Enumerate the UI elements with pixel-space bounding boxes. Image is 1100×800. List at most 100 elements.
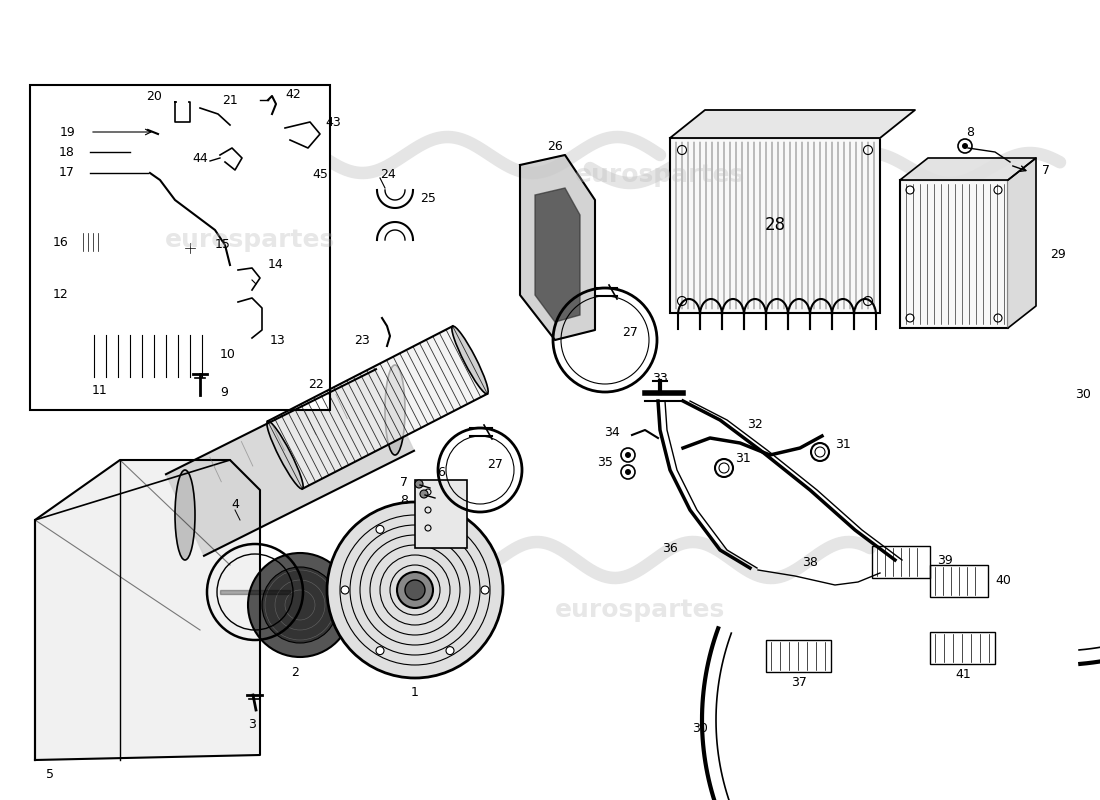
Text: 16: 16 (53, 235, 68, 249)
Text: 24: 24 (379, 169, 396, 182)
Ellipse shape (175, 470, 195, 560)
Text: 4: 4 (231, 498, 239, 511)
Text: 36: 36 (662, 542, 678, 554)
Circle shape (148, 168, 158, 178)
Text: 6: 6 (437, 466, 444, 478)
Polygon shape (166, 370, 414, 556)
Text: 31: 31 (735, 451, 750, 465)
Circle shape (864, 297, 872, 306)
Circle shape (962, 143, 968, 149)
Text: 5: 5 (46, 769, 54, 782)
Bar (78, 233, 100, 251)
Text: 8: 8 (400, 494, 408, 506)
Text: 39: 39 (937, 554, 953, 567)
Ellipse shape (267, 421, 304, 489)
Text: 45: 45 (312, 169, 328, 182)
Text: 8: 8 (966, 126, 974, 139)
Circle shape (262, 567, 338, 643)
Bar (87, 281, 207, 295)
Text: 30: 30 (1075, 389, 1091, 402)
Text: 23: 23 (354, 334, 370, 346)
Bar (415, 480, 468, 548)
Text: eurospartes: eurospartes (575, 163, 745, 187)
Bar (104, 281, 130, 295)
Text: 13: 13 (270, 334, 286, 346)
Text: 41: 41 (955, 667, 971, 681)
Circle shape (376, 526, 384, 534)
Circle shape (994, 314, 1002, 322)
Text: 43: 43 (324, 115, 341, 129)
Text: 3: 3 (249, 718, 256, 731)
Text: 2: 2 (292, 666, 299, 678)
Text: 25: 25 (420, 191, 436, 205)
Text: 1: 1 (411, 686, 419, 698)
Circle shape (302, 165, 308, 171)
Polygon shape (900, 158, 1036, 180)
Text: 7: 7 (400, 477, 408, 490)
Bar (670, 138, 880, 313)
Text: eurospartes: eurospartes (554, 598, 725, 622)
Polygon shape (35, 460, 260, 760)
Text: 29: 29 (1050, 247, 1066, 261)
Text: 42: 42 (285, 89, 300, 102)
Bar (60, 335, 90, 377)
Text: 27: 27 (623, 326, 638, 338)
Circle shape (625, 469, 631, 475)
Text: 20: 20 (146, 90, 162, 103)
Text: 33: 33 (652, 371, 668, 385)
Circle shape (906, 314, 914, 322)
Circle shape (678, 146, 686, 154)
Text: 12: 12 (53, 287, 68, 301)
Text: 9: 9 (220, 386, 228, 399)
Circle shape (327, 502, 503, 678)
Text: 11: 11 (92, 383, 108, 397)
Text: 30: 30 (692, 722, 708, 734)
Text: 38: 38 (802, 557, 818, 570)
Circle shape (994, 186, 1002, 194)
Circle shape (481, 586, 490, 594)
Circle shape (376, 646, 384, 654)
Circle shape (415, 480, 424, 488)
Bar (766, 640, 830, 672)
Circle shape (625, 452, 631, 458)
Text: 10: 10 (220, 349, 235, 362)
Circle shape (678, 297, 686, 306)
Text: eurospartes: eurospartes (165, 228, 336, 252)
Bar (30, 85, 330, 410)
Circle shape (138, 150, 142, 154)
Text: 17: 17 (59, 166, 75, 179)
Text: 22: 22 (308, 378, 323, 391)
Polygon shape (535, 188, 580, 322)
Bar (80, 275, 228, 313)
Circle shape (341, 586, 349, 594)
Text: 27: 27 (487, 458, 503, 471)
Polygon shape (670, 110, 915, 138)
Bar (60, 335, 210, 377)
Text: 18: 18 (59, 146, 75, 158)
Circle shape (446, 646, 454, 654)
Text: 44: 44 (192, 151, 208, 165)
Text: 32: 32 (747, 418, 763, 431)
Bar (930, 632, 996, 664)
Text: 37: 37 (791, 675, 807, 689)
Circle shape (446, 526, 454, 534)
Text: 19: 19 (59, 126, 75, 138)
Polygon shape (267, 326, 487, 489)
Circle shape (906, 186, 914, 194)
Circle shape (405, 580, 425, 600)
Polygon shape (520, 155, 595, 340)
Text: 26: 26 (547, 141, 563, 154)
Ellipse shape (385, 365, 405, 455)
Text: 21: 21 (222, 94, 238, 106)
Circle shape (397, 572, 433, 608)
Ellipse shape (452, 326, 488, 394)
Circle shape (420, 490, 428, 498)
Text: 15: 15 (214, 238, 231, 250)
Bar (900, 180, 1008, 328)
Polygon shape (1008, 158, 1036, 328)
Bar (930, 565, 988, 597)
Text: 14: 14 (268, 258, 284, 271)
Polygon shape (175, 102, 190, 122)
Text: 28: 28 (764, 216, 785, 234)
Text: 40: 40 (996, 574, 1011, 586)
